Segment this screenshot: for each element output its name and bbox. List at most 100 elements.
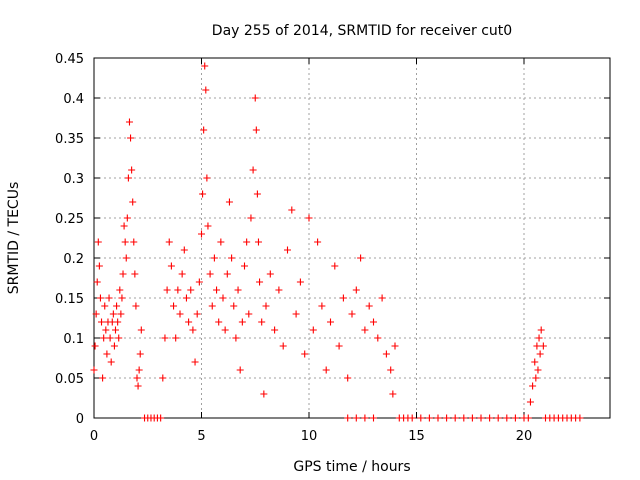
data-point [176,310,184,318]
data-point [335,342,343,350]
data-point [170,302,178,310]
data-point [249,166,257,174]
data-point [203,174,211,182]
data-point [159,374,167,382]
data-point [115,334,123,342]
data-point [408,414,416,422]
data-point [511,414,519,422]
data-point [531,358,539,366]
data-point [357,254,365,262]
data-point [185,318,193,326]
data-point [352,286,360,294]
data-point [254,238,262,246]
data-point [494,414,502,422]
data-point [163,286,171,294]
data-point [182,294,190,302]
chart-title: Day 255 of 2014, SRMTID for receiver cut… [212,23,512,39]
data-point [189,326,197,334]
data-point [128,166,136,174]
data-point [361,326,369,334]
data-point [120,222,128,230]
x-tick-label: 15 [408,429,425,444]
data-point [537,326,545,334]
data-point [252,126,260,134]
data-point [451,414,459,422]
data-point [221,326,229,334]
data-point [187,286,195,294]
data-point [135,366,143,374]
data-point [288,206,296,214]
data-point [524,414,532,422]
data-point [365,302,373,310]
data-point [260,390,268,398]
y-tick-label: 0.45 [55,52,84,67]
data-point [314,238,322,246]
data-point [118,294,126,302]
data-point [539,342,547,350]
data-point [167,262,175,270]
data-point [117,310,125,318]
data-point [236,366,244,374]
data-point [279,342,287,350]
data-point [217,238,225,246]
data-point [174,286,182,294]
data-point [112,326,119,334]
data-point [526,398,534,406]
data-point [533,342,541,350]
data-point [202,86,210,94]
data-point [195,278,203,286]
data-point [123,214,131,222]
x-tick-label: 20 [516,429,533,444]
data-point [361,414,369,422]
data-point [382,350,390,358]
data-point [230,302,238,310]
data-point [352,414,360,422]
data-point [116,286,124,294]
data-point [178,270,186,278]
data-point [443,414,451,422]
data-point [389,390,397,398]
y-axis-label: SRMTID / TECUs [6,182,22,295]
data-point [96,294,104,302]
data-points [90,62,584,422]
data-point [110,342,118,350]
data-point [370,414,377,422]
data-point [535,334,543,342]
data-point [157,414,165,422]
data-point [234,286,242,294]
data-point [243,238,251,246]
data-point [225,198,233,206]
data-point [309,326,317,334]
data-point [199,190,207,198]
data-point [208,302,216,310]
x-tick-label: 0 [90,429,98,444]
data-point [213,286,221,294]
data-point [534,366,542,374]
data-point [122,254,130,262]
data-point [93,278,101,286]
data-point [258,318,266,326]
data-point [529,382,537,390]
data-point [200,126,208,134]
data-point [576,414,584,422]
data-point [223,270,231,278]
data-point [391,342,399,350]
data-point [245,310,253,318]
data-point [532,374,540,382]
data-point [256,278,264,286]
data-point [201,62,209,70]
y-tick-label: 0.15 [55,292,84,307]
data-point [119,270,127,278]
data-point [339,294,347,302]
data-point [98,318,106,326]
data-point [486,414,494,422]
data-point [378,294,386,302]
y-tick-label: 0.3 [63,172,84,187]
data-point [253,190,261,198]
data-point [417,414,425,422]
axis-ticks [93,57,610,419]
grid-lines [94,58,610,418]
data-point [305,214,313,222]
data-point [172,334,180,342]
data-point [124,174,132,182]
